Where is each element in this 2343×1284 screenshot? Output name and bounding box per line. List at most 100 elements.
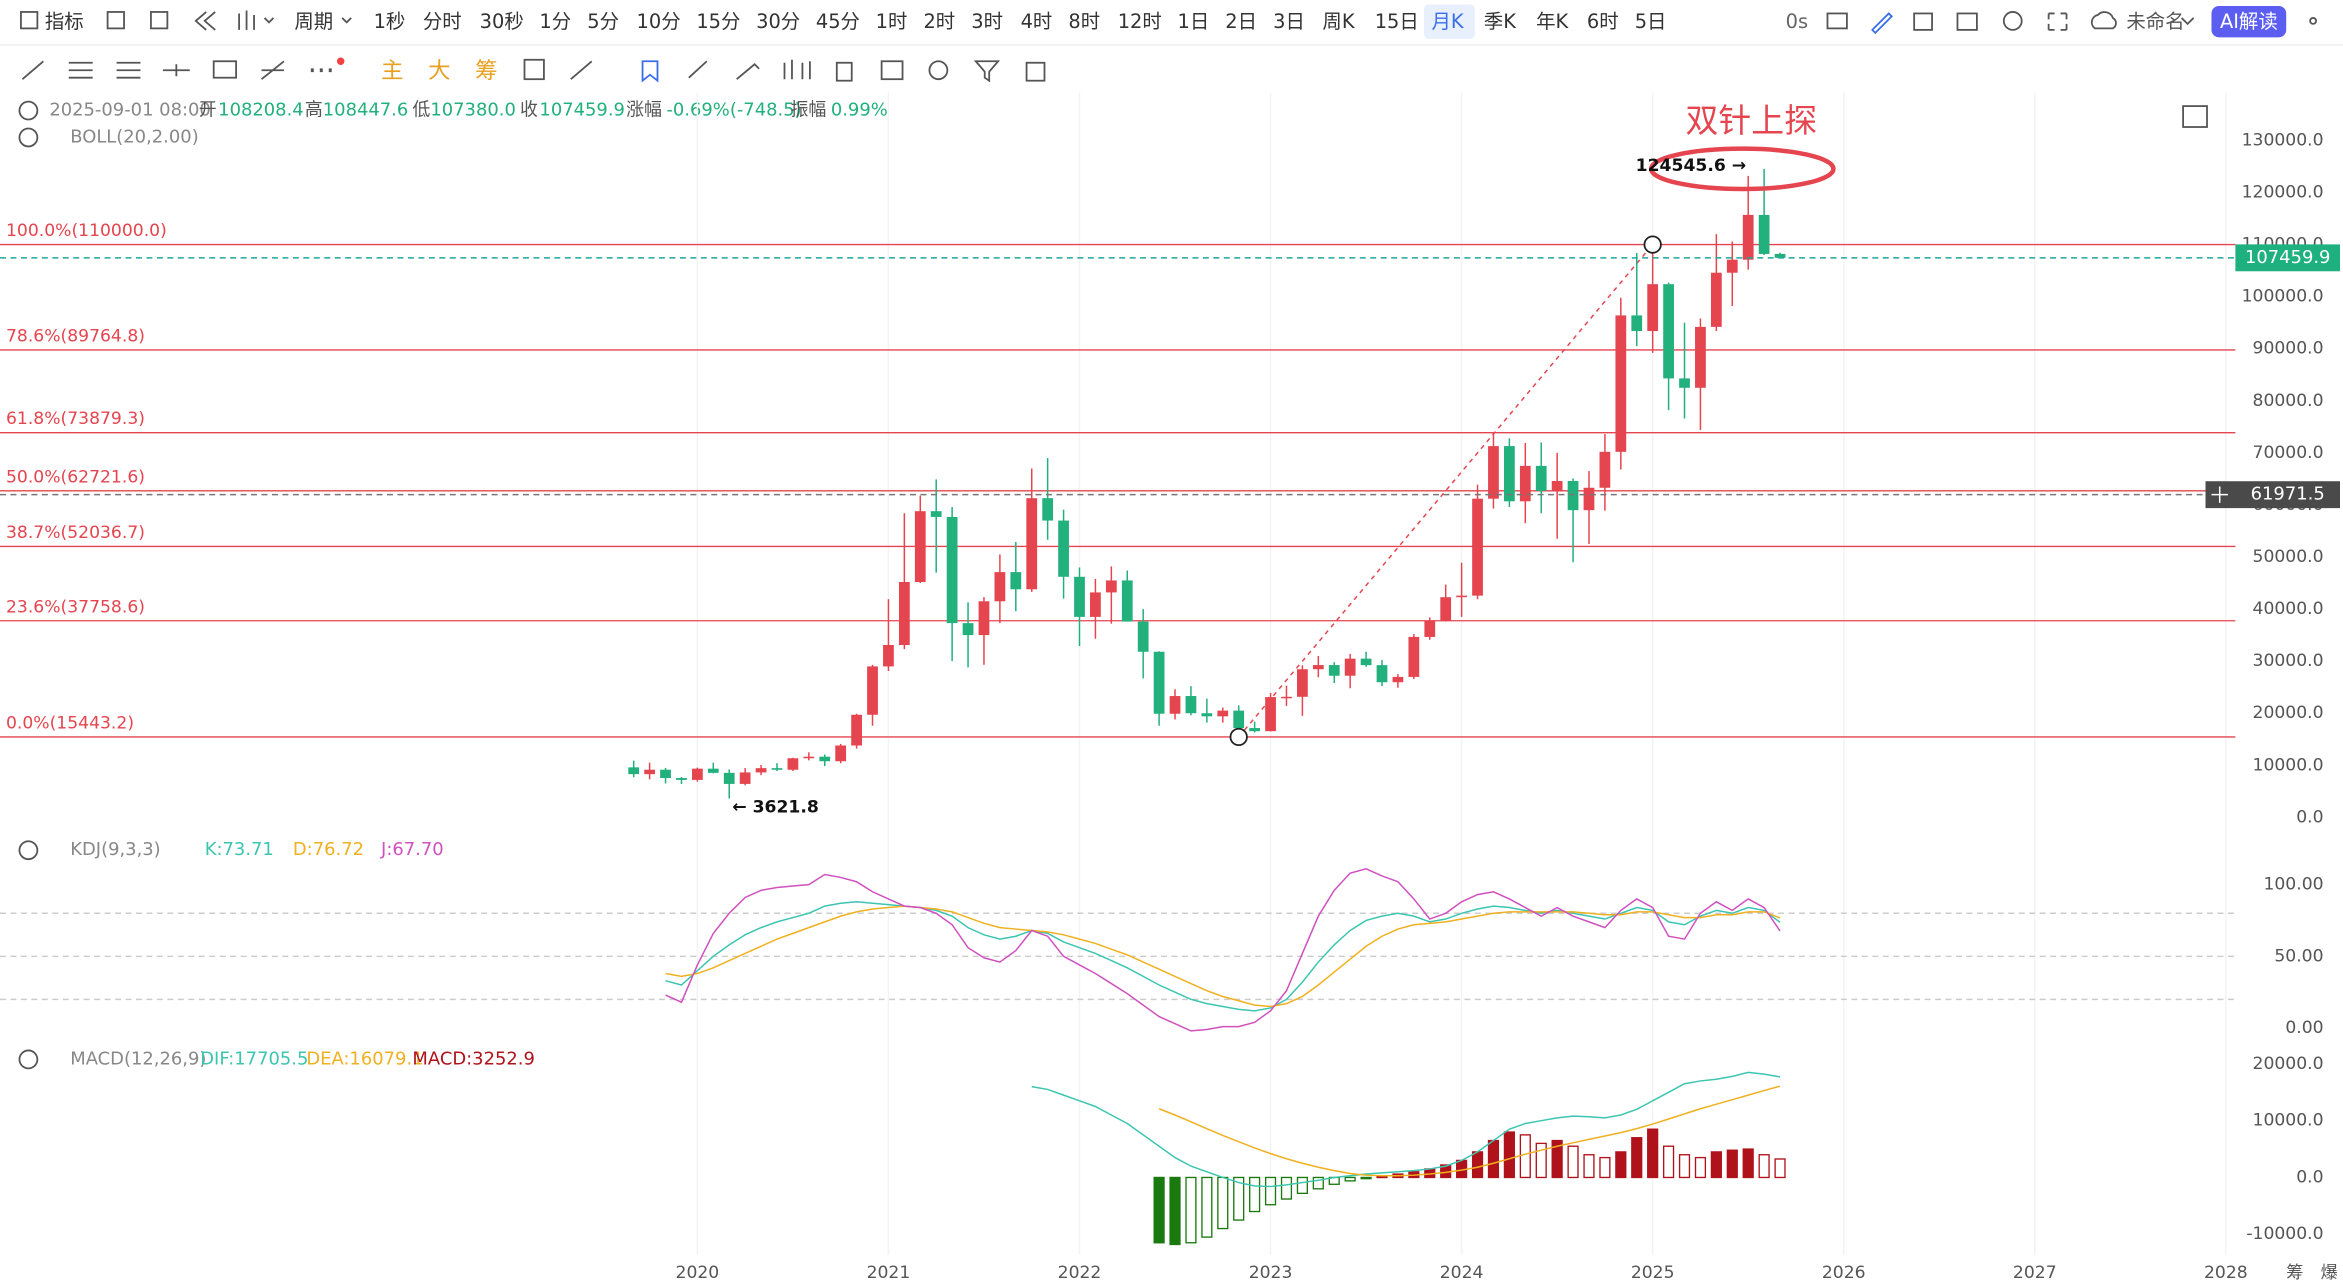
- ai-label[interactable]: AI解读: [2220, 10, 2278, 33]
- candle-body: [851, 714, 862, 746]
- interval-button[interactable]: 月K: [1431, 10, 1464, 33]
- candle-body: [1695, 326, 1706, 388]
- bars-tool[interactable]: [783, 59, 811, 80]
- hline-tool[interactable]: [162, 64, 190, 77]
- interval-button[interactable]: 1分: [539, 10, 571, 33]
- fullscreen-icon[interactable]: [2047, 12, 2068, 31]
- annotation-ellipse: [1648, 146, 1836, 192]
- collapse-icon[interactable]: [18, 840, 39, 861]
- camera-icon[interactable]: [1826, 12, 1848, 30]
- candle-body: [1105, 580, 1117, 593]
- ruler-tool[interactable]: [688, 60, 708, 79]
- tool-c[interactable]: [641, 60, 659, 83]
- share-icon[interactable]: [2309, 17, 2317, 25]
- template-icon[interactable]: [106, 11, 125, 30]
- candle-body: [1424, 620, 1436, 637]
- fib-label: 61.8%(73879.3): [6, 409, 145, 429]
- tool-b[interactable]: [570, 60, 593, 80]
- x-tick-label: 2024: [1440, 1263, 1484, 1283]
- interval-button[interactable]: 5分: [587, 10, 619, 33]
- indicator-icon[interactable]: [20, 11, 39, 30]
- candle-body: [1726, 259, 1738, 273]
- period-button[interactable]: 周期: [294, 10, 333, 33]
- interval-button[interactable]: 2日: [1225, 10, 1257, 33]
- x-tick-label: 2023: [1249, 1263, 1293, 1283]
- y-tick-label: 90000.0: [2253, 339, 2324, 359]
- maximize-icon[interactable]: [2182, 105, 2208, 128]
- anchor-point: [1229, 727, 1248, 747]
- layout-name[interactable]: 未命名: [2126, 10, 2184, 33]
- name-caret[interactable]: [2180, 17, 2195, 26]
- footer-item[interactable]: 爆: [2321, 1263, 2338, 1283]
- line-tool[interactable]: [21, 60, 44, 80]
- macd-bar: [1344, 1176, 1356, 1182]
- interval-button[interactable]: 5日: [1635, 10, 1667, 33]
- indicator-button[interactable]: 指标: [45, 10, 84, 33]
- tool-button[interactable]: 主: [381, 58, 403, 84]
- panel-header-icons: [18, 100, 2208, 1070]
- collapse-icon[interactable]: [18, 100, 39, 121]
- interval-button[interactable]: 30分: [756, 10, 800, 33]
- cloud-icon[interactable]: [2090, 11, 2117, 30]
- legend-entry: J:67.70: [380, 839, 444, 860]
- macd-bar: [1185, 1176, 1197, 1244]
- interval-button[interactable]: 1日: [1177, 10, 1209, 33]
- interval-button[interactable]: 1秒: [374, 10, 406, 33]
- tool-a[interactable]: [523, 58, 545, 81]
- interval-button[interactable]: 6时: [1587, 10, 1619, 33]
- ai-button[interactable]: [2211, 5, 2287, 38]
- candle-body: [787, 758, 799, 770]
- interval-button[interactable]: 季K: [1484, 10, 1517, 33]
- tool-button[interactable]: 大: [428, 58, 450, 84]
- y-tick-label: 30000.0: [2253, 651, 2324, 671]
- interval-button[interactable]: 分时: [423, 10, 462, 33]
- interval-button[interactable]: 15日: [1375, 10, 1419, 33]
- replay-icon[interactable]: [194, 11, 216, 31]
- interval-button[interactable]: 2时: [923, 10, 955, 33]
- window-icon[interactable]: [1913, 12, 1933, 31]
- interval-button[interactable]: 4时: [1021, 10, 1053, 33]
- candle-body: [660, 769, 671, 779]
- magnet-tool[interactable]: [928, 60, 949, 81]
- interval-button[interactable]: 年K: [1536, 10, 1569, 33]
- info-value: 0.99%: [831, 100, 888, 121]
- interval-button[interactable]: 8时: [1068, 10, 1100, 33]
- fib-label: 78.6%(89764.8): [6, 327, 145, 347]
- rect-tool[interactable]: [212, 60, 238, 79]
- tool-button[interactable]: 筹: [475, 58, 497, 84]
- interval-button[interactable]: 1时: [876, 10, 908, 33]
- fib-label: 23.6%(37758.6): [6, 597, 145, 617]
- macd-bar: [1774, 1158, 1786, 1179]
- macd-bar: [1264, 1176, 1277, 1206]
- channel-tool[interactable]: [68, 61, 93, 79]
- interval-button[interactable]: 30秒: [480, 10, 524, 33]
- delete-tool[interactable]: [1025, 61, 1046, 82]
- candle-body: [1233, 710, 1245, 729]
- fib-tool[interactable]: [260, 60, 285, 80]
- interval-button[interactable]: 10分: [637, 10, 681, 33]
- pen-tool[interactable]: [736, 63, 760, 80]
- interval-button[interactable]: 45分: [816, 10, 860, 33]
- chart-type-icon[interactable]: [238, 10, 275, 30]
- macd-bar: [1312, 1176, 1324, 1190]
- interval-button[interactable]: 15分: [696, 10, 740, 33]
- interval-button[interactable]: 3日: [1273, 10, 1305, 33]
- interval-button[interactable]: 3时: [971, 10, 1003, 33]
- collapse-icon[interactable]: [18, 127, 39, 148]
- layout-icon[interactable]: [150, 11, 169, 30]
- note-tool[interactable]: [880, 60, 904, 81]
- interval-button[interactable]: 12时: [1118, 10, 1162, 33]
- footer-item[interactable]: 筹: [2286, 1263, 2303, 1283]
- macd-bar: [1201, 1176, 1213, 1238]
- screen-icon[interactable]: [1956, 12, 1978, 31]
- candle-body: [803, 756, 815, 759]
- draw-icon[interactable]: [1871, 12, 1893, 35]
- candle-body: [1567, 480, 1579, 511]
- period-caret[interactable]: [341, 17, 352, 24]
- collapse-icon[interactable]: [18, 1049, 39, 1070]
- settings-icon[interactable]: [2002, 11, 2023, 31]
- parallel-tool[interactable]: [116, 61, 141, 79]
- interval-button[interactable]: 周K: [1322, 10, 1355, 33]
- lock-tool[interactable]: [835, 61, 853, 82]
- filter-tool[interactable]: [973, 60, 1001, 83]
